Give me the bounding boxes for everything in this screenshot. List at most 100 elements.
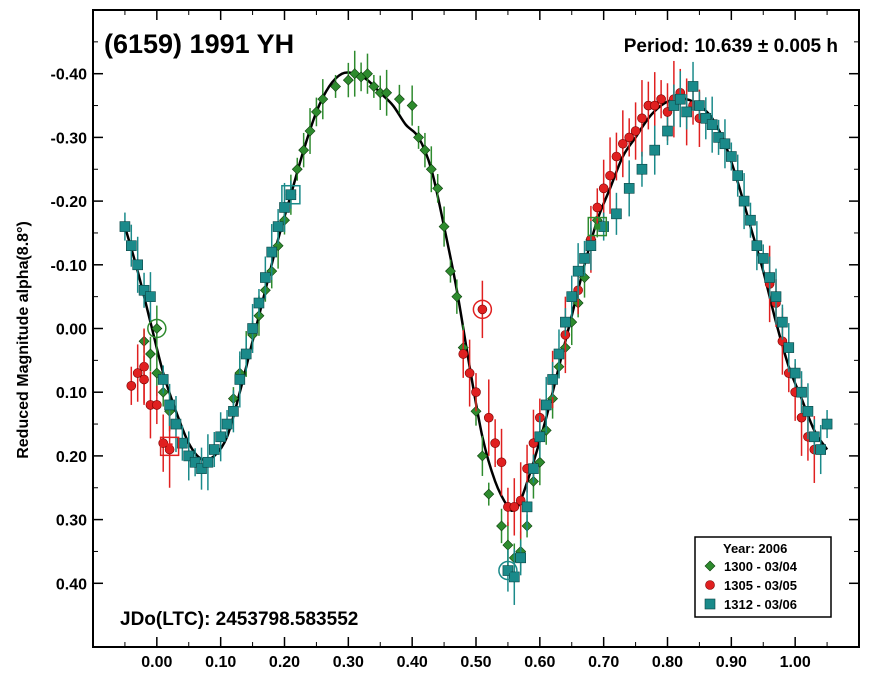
data-point (637, 113, 647, 124)
outlier-center (479, 306, 486, 313)
data-point (553, 348, 565, 360)
data-point (713, 132, 724, 143)
data-point (164, 399, 175, 411)
data-point (132, 368, 143, 378)
data-point (770, 291, 782, 302)
data-point (228, 406, 239, 417)
data-point (560, 316, 571, 328)
data-point (310, 106, 322, 118)
x-tick-label: 1.00 (780, 654, 811, 671)
data-point (145, 291, 156, 302)
data-point (668, 100, 680, 111)
data-point (509, 502, 520, 512)
data-point (777, 316, 788, 328)
data-point (253, 297, 265, 309)
outlier-marker (498, 560, 518, 581)
x-tick-label: 0.70 (588, 654, 619, 671)
x-tick-label: 0.90 (716, 654, 747, 671)
data-point (126, 240, 137, 251)
data-point (662, 125, 673, 137)
data-point (656, 94, 666, 104)
data-point (611, 151, 622, 162)
data-point (425, 163, 437, 175)
data-point (291, 163, 303, 175)
data-point (572, 265, 584, 277)
x-tick-label: 0.20 (269, 654, 300, 671)
outlier-center (594, 223, 601, 230)
data-point (393, 93, 405, 105)
data-point (234, 374, 246, 385)
data-point (445, 265, 456, 277)
data-point (317, 93, 329, 105)
data-point (483, 488, 495, 500)
data-point (272, 221, 284, 232)
data-point (432, 182, 444, 194)
data-point (247, 323, 258, 334)
data-point (221, 418, 233, 430)
data-point (196, 463, 207, 474)
data-point (496, 457, 507, 468)
data-point (681, 106, 692, 118)
data-point (458, 349, 469, 359)
data-point (540, 399, 552, 411)
data-point (700, 112, 712, 124)
legend-label: 1305 - 03/05 (724, 578, 797, 593)
data-point (751, 240, 763, 251)
outlier-markers-layer (147, 184, 608, 581)
outlier-marker (281, 184, 301, 205)
data-point (451, 291, 463, 303)
chart-title: (6159) 1991 YH (104, 29, 294, 59)
data-point (566, 291, 578, 302)
outlier-marker (147, 318, 167, 339)
legend-label: 1300 - 03/04 (724, 559, 798, 574)
data-point (521, 501, 533, 513)
data-point (796, 386, 807, 398)
data-point (579, 253, 590, 264)
data-point (208, 444, 220, 455)
outlier-marker (587, 216, 608, 237)
data-point (138, 284, 150, 296)
data-point (215, 431, 226, 443)
data-point (598, 183, 609, 194)
y-axis-label: Reduced Magnitude alpha(8.8°) (15, 221, 32, 459)
outlier-center (153, 325, 160, 332)
data-point (132, 259, 143, 271)
legend-label: 1312 - 03/06 (724, 597, 797, 612)
data-point (719, 138, 731, 150)
data-point (547, 374, 558, 385)
data-point (802, 406, 814, 417)
outlier-center (287, 191, 294, 198)
data-point (483, 412, 494, 423)
data-point (419, 144, 431, 156)
data-point (674, 93, 686, 105)
legend-items: 1300 - 03/04 1305 - 03/05 1312 - 03/06 (704, 559, 798, 612)
data-point (630, 126, 641, 136)
data-point (139, 374, 149, 385)
y-tick-label: -0.40 (51, 67, 88, 84)
data-point (738, 195, 750, 207)
data-point (413, 131, 424, 143)
legend-marker (705, 580, 715, 590)
x-tick-label: 0.60 (524, 654, 555, 671)
data-point (732, 170, 744, 181)
data-point (177, 437, 188, 449)
data-point (189, 456, 201, 468)
outlier-marker (159, 436, 180, 457)
x-tick-label: 0.40 (397, 654, 428, 671)
data-point (649, 100, 660, 111)
y-tick-label: 0.30 (56, 513, 87, 530)
legend-box (694, 536, 832, 618)
data-point (809, 431, 820, 443)
data-point (183, 450, 195, 462)
legend: Year: 2006 1300 - 03/04 1305 - 03/05 1312 … (694, 536, 832, 618)
data-point (592, 202, 603, 213)
data-point (585, 240, 597, 251)
y-tick-label: 0.40 (56, 576, 87, 593)
data-point (706, 119, 718, 130)
data-point (783, 342, 795, 353)
legend-marker (704, 598, 716, 610)
y-tick-label: -0.30 (51, 130, 88, 147)
data-point (362, 68, 373, 80)
data-point (687, 81, 699, 92)
x-tick-label: 0.50 (460, 654, 491, 671)
